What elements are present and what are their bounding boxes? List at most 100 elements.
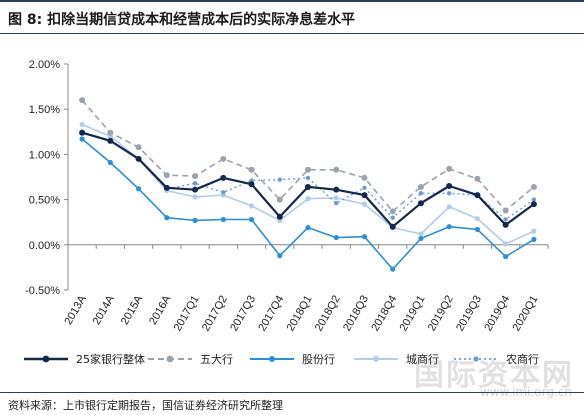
- y-tick-label: 2.00%: [29, 59, 60, 71]
- data-point: [334, 201, 339, 206]
- x-tick-label: 2019Q3: [454, 293, 484, 333]
- series-3: [79, 136, 537, 272]
- data-point: [277, 253, 283, 259]
- data-point: [474, 175, 481, 182]
- data-point: [503, 241, 509, 247]
- data-point: [389, 223, 396, 230]
- y-tick-label: 1.00%: [29, 149, 60, 161]
- x-tick-label: 2017Q3: [228, 294, 258, 334]
- data-point: [192, 194, 198, 200]
- data-point: [79, 136, 85, 142]
- x-tick-label: 2017Q2: [200, 294, 230, 334]
- data-point: [531, 228, 537, 234]
- data-point: [333, 186, 340, 193]
- x-tick-label: 2014A: [91, 293, 118, 327]
- data-point: [192, 217, 198, 223]
- x-tick-label: 2017Q1: [172, 294, 202, 334]
- data-point: [418, 235, 424, 242]
- data-point: [305, 175, 311, 181]
- legend-item: 城商行: [354, 352, 439, 366]
- y-tick-label: -0.50%: [25, 285, 60, 297]
- legend-marker: [473, 356, 479, 362]
- data-point: [248, 216, 255, 223]
- chart-axes: -0.50% 0.00% 0.50% 1.00% 1.50% 2.00% 2013A 2014…: [25, 59, 549, 334]
- legend-label: 25家银行整体: [76, 352, 145, 366]
- chart-series-lines: [79, 97, 537, 272]
- legend-label: 股份行: [302, 353, 335, 366]
- data-point: [277, 177, 282, 182]
- y-tick-label: 0.00%: [29, 240, 60, 252]
- data-point: [362, 185, 367, 191]
- data-point: [446, 183, 453, 190]
- data-point: [220, 155, 227, 162]
- data-point: [503, 253, 509, 260]
- series-line: [81, 131, 535, 221]
- chart-legend: 25家银行整体 五大行 股份行 城商行 农商行: [24, 352, 539, 366]
- figure-title-bar: 图 8: 扣除当期信贷成本和经营成本后的实际净息差水平: [0, 0, 584, 34]
- data-point: [305, 196, 311, 202]
- data-point: [333, 166, 340, 173]
- legend-item: 股份行: [250, 353, 335, 366]
- data-point: [220, 216, 226, 223]
- data-point: [417, 183, 424, 190]
- data-point: [305, 166, 311, 173]
- data-point: [135, 144, 142, 151]
- data-point: [530, 201, 537, 208]
- series-1: [79, 129, 537, 230]
- data-point: [333, 195, 339, 201]
- data-point: [220, 174, 227, 181]
- data-point: [531, 197, 537, 202]
- x-tick-label: 2019Q2: [426, 294, 456, 334]
- legend-marker: [269, 356, 275, 362]
- data-point: [163, 184, 170, 191]
- x-tick-label: 2017Q4: [256, 294, 286, 334]
- series-line: [81, 99, 535, 213]
- x-tick-label: 2020Q1: [511, 294, 541, 334]
- data-point: [474, 192, 481, 199]
- data-point: [79, 129, 86, 136]
- x-tick-label: 2015A: [119, 293, 146, 327]
- x-tick-label: 2018Q1: [285, 294, 315, 334]
- data-point: [248, 166, 255, 173]
- data-point: [333, 234, 339, 241]
- y-tick-label: 1.50%: [29, 104, 60, 116]
- data-point: [446, 224, 452, 230]
- x-tick-label: 2016A: [147, 293, 174, 327]
- data-point: [135, 155, 142, 162]
- data-point: [502, 221, 509, 228]
- data-point: [446, 191, 452, 196]
- source-note: 资料来源：上市银行定期报告，国信证券经济研究所整理: [8, 399, 283, 412]
- series-2: [79, 97, 537, 215]
- data-point: [163, 172, 170, 179]
- legend-item: 五大行: [148, 352, 233, 366]
- data-point: [305, 225, 311, 231]
- legend-marker: [166, 355, 174, 363]
- data-point: [474, 226, 481, 233]
- data-point: [417, 200, 424, 207]
- data-point: [107, 137, 114, 144]
- data-point: [474, 215, 481, 222]
- x-tick-label: 2018Q4: [369, 294, 399, 334]
- data-point: [276, 196, 283, 203]
- source-bar: 资料来源：上市银行定期报告，国信证券经济研究所整理: [0, 392, 584, 415]
- legend-marker: [373, 356, 379, 362]
- watermark-logo: 国际资本网: [414, 358, 574, 393]
- x-tick-label: 2013A: [62, 293, 89, 327]
- data-point: [531, 236, 537, 242]
- data-point: [361, 192, 368, 199]
- x-tick-label: 2018Q3: [341, 294, 371, 334]
- data-point: [418, 231, 424, 237]
- data-point: [418, 191, 424, 196]
- data-point: [389, 208, 396, 215]
- data-point: [192, 186, 199, 193]
- legend-item: 农商行: [454, 352, 539, 366]
- data-point: [135, 186, 142, 192]
- line-chart: -0.50% 0.00% 0.50% 1.00% 1.50% 2.00% 2013A 2014…: [24, 59, 549, 366]
- data-point: [502, 207, 509, 214]
- data-point: [107, 129, 114, 136]
- data-point: [79, 121, 85, 128]
- data-point: [192, 181, 198, 186]
- legend-label: 城商行: [406, 352, 439, 366]
- data-point: [79, 97, 86, 104]
- x-tick-label: 2019Q4: [482, 294, 512, 334]
